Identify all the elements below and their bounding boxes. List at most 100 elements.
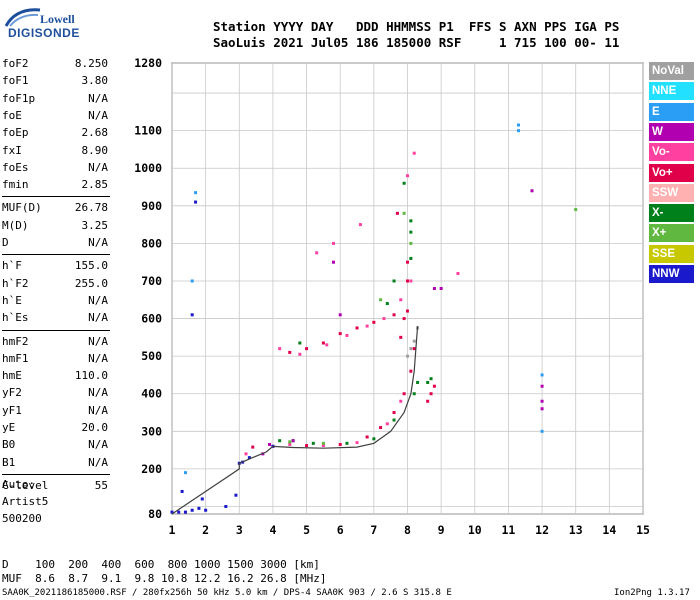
x-tick-label: 4 [269,523,276,537]
echo-point [540,407,544,411]
echo-point [338,332,342,336]
profile-trace [171,326,419,515]
param-row-fmin: fmin 2.85 [2,178,108,195]
echo-point [540,429,544,433]
footer-file-info: SAA0K_2021186185000.RSF / 280fx256h 50 k… [2,588,452,598]
param-row-c-level: C-level 55 [2,479,108,496]
param-name: yF2 [2,386,22,400]
param-row-m-d-: M(D) 3.25 [2,219,108,236]
echo-point [331,260,335,264]
echo-point [439,287,443,290]
echo-point [517,123,521,127]
echo-point [432,287,436,290]
lowell-digisonde-logo: Lowell DIGISONDE [2,4,80,44]
param-name: hmF1 [2,351,29,365]
echo-point [412,339,416,343]
echo-point [432,384,436,388]
param-row-h-f2: h`F2 255.0 [2,277,108,294]
x-tick-label: 5 [303,523,310,537]
echo-point [540,399,544,403]
param-name: h`F [2,259,22,273]
param-row-d: D N/A [2,236,108,253]
footer-muf-row: MUF 8.6 8.7 9.1 9.8 10.8 12.2 16.2 26.8 … [2,572,327,585]
echo-point [197,506,201,510]
x-tick-label: 7 [370,523,377,537]
echo-point [517,129,521,133]
y-tick-label: 500 [141,349,162,363]
echo-point [345,441,349,445]
echo-point [190,313,194,317]
param-name: hmF2 [2,334,29,348]
param-name: fmin [2,178,29,192]
header-row2: SaoLuis 2021 Jul05 186 185000 RSF 1 715 … [213,35,620,50]
echo-point [392,279,396,283]
echo-point [406,279,409,283]
echo-point [298,352,302,356]
param-row-h-es: h`Es N/A [2,311,108,328]
echo-point [305,347,309,351]
echo-point [409,369,413,373]
param-row-h-f: h`F 155.0 [2,259,108,276]
param-name: MUF(D) [2,201,42,215]
echo-point [194,191,198,195]
echo-point [268,442,272,446]
echo-point [305,444,309,448]
param-name: C-level [2,478,49,492]
y-tick-label: 300 [141,424,162,438]
echo-point [382,317,386,321]
legend-item-ssw: SSW [649,183,694,202]
param-name: h`Es [2,311,29,325]
echo-point [345,333,349,337]
echo-point [409,241,413,245]
param-row-fof1: foF1 3.80 [2,74,108,91]
x-tick-label: 14 [602,523,616,537]
echo-point [325,343,329,347]
param-value: 3.80 [81,74,109,88]
echo-point [194,200,198,204]
y-tick-label: 80 [148,507,162,521]
param-value: N/A [88,403,108,417]
echo-point [456,271,460,275]
auto-program: Artist5 [2,495,49,508]
echo-point [385,422,389,426]
param-row-foep: foEp 2.68 [2,126,108,143]
echo-point [429,377,433,381]
param-value: N/A [88,236,108,249]
echo-point [311,441,315,445]
param-value: 155.0 [74,259,108,273]
param-value: N/A [88,455,108,469]
echo-point [406,174,409,178]
echo-point [574,208,578,212]
echo-point [247,456,251,460]
echo-point [409,256,413,260]
echo-point [365,435,369,439]
echo-point [365,324,369,328]
echo-point [409,230,413,234]
y-tick-label: 900 [141,199,162,213]
echo-point [402,317,406,321]
echo-point [288,442,292,446]
param-value: N/A [88,293,108,307]
x-tick-label: 2 [202,523,209,537]
auto-label: Auto: [2,478,36,491]
param-value: N/A [88,351,108,365]
x-tick-label: 6 [337,523,344,537]
param-row-fxi: fxI 8.90 [2,144,108,161]
x-tick-label: 10 [468,523,482,537]
echo-point [291,439,295,443]
param-name: foF1 [2,74,29,88]
echo-point [540,373,544,377]
echo-point [395,211,399,215]
param-value: N/A [88,160,108,174]
echo-point [170,510,174,514]
echo-point [399,298,403,302]
echo-point [402,181,406,185]
auto-code: 500200 [2,512,42,525]
x-tick-label: 9 [438,523,445,537]
param-row-yf1: yF1 N/A [2,404,108,421]
legend-item-w: W [649,122,694,141]
param-value: 55 [94,478,108,492]
param-name: h`F2 [2,276,29,290]
param-value: N/A [88,334,108,348]
